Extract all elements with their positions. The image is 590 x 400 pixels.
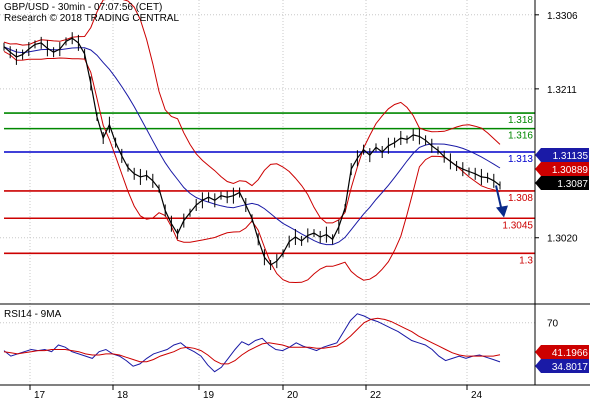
level-label-1.3045: 1.3045 xyxy=(502,220,533,231)
chart-title: GBP/USD - 30min - 07:07:56 (CET) xyxy=(4,2,163,13)
forecast-arrow xyxy=(495,185,508,218)
price-line xyxy=(3,32,501,271)
x-tick-label: 19 xyxy=(203,390,215,400)
value-badge-bg xyxy=(535,359,589,373)
moving-average-line xyxy=(3,46,501,246)
rsi-panel-title: RSI14 - 9MA xyxy=(4,309,62,320)
value-badge: 1.30889 xyxy=(535,162,589,176)
value-badge-label: 1.30889 xyxy=(552,165,589,176)
grid-layer xyxy=(0,0,535,385)
x-tick-label: 18 xyxy=(117,390,129,400)
value-badge: 1.31135 xyxy=(535,148,589,162)
rsi-lines xyxy=(3,313,501,373)
value-badges: 1.31135 1.30889 1.3087 41.1966 34.8017 xyxy=(535,148,589,373)
chart-credit: Research © 2018 TRADING CENTRAL xyxy=(4,13,180,24)
x-tick-label: 20 xyxy=(287,390,299,400)
value-badge-bg xyxy=(535,148,589,162)
bollinger-lower xyxy=(3,50,501,284)
value-badge-label: 1.31135 xyxy=(553,151,589,162)
y-tick-label: 1.3211 xyxy=(547,85,577,96)
level-label-1.318: 1.318 xyxy=(508,115,533,126)
arrow-head xyxy=(496,205,508,218)
rsi-ma-series xyxy=(3,317,501,365)
y-tick-label: 1.3020 xyxy=(547,234,578,245)
x-tick-label: 24 xyxy=(471,390,483,400)
level-label-1.313: 1.313 xyxy=(508,154,533,165)
level-lines: 1.318 1.316 1.313 1.308 1.3045 1.3 xyxy=(4,112,535,266)
value-badge-label: 1.3087 xyxy=(557,179,588,190)
x-tick-label: 17 xyxy=(34,390,46,400)
rsi-y-tick-label: 70 xyxy=(547,319,559,330)
level-label-1.316: 1.316 xyxy=(508,131,533,142)
rsi-series xyxy=(3,313,501,373)
value-badge-label: 34.8017 xyxy=(552,362,589,373)
y-tick-label: 1.3306 xyxy=(547,11,578,22)
x-tick-label: 22 xyxy=(370,390,382,400)
value-badge-bg xyxy=(535,345,589,359)
value-badge-label: 41.1966 xyxy=(552,348,589,359)
level-label-1.308: 1.308 xyxy=(508,193,533,204)
value-badge: 1.3087 xyxy=(535,176,589,190)
value-badge: 34.8017 xyxy=(535,359,589,373)
value-badge-bg xyxy=(535,162,589,176)
moving-average xyxy=(3,46,501,246)
level-label-1.3: 1.3 xyxy=(519,255,533,266)
bollinger-upper xyxy=(3,0,501,224)
value-badge-bg xyxy=(535,176,589,190)
value-badge: 41.1966 xyxy=(535,345,589,359)
